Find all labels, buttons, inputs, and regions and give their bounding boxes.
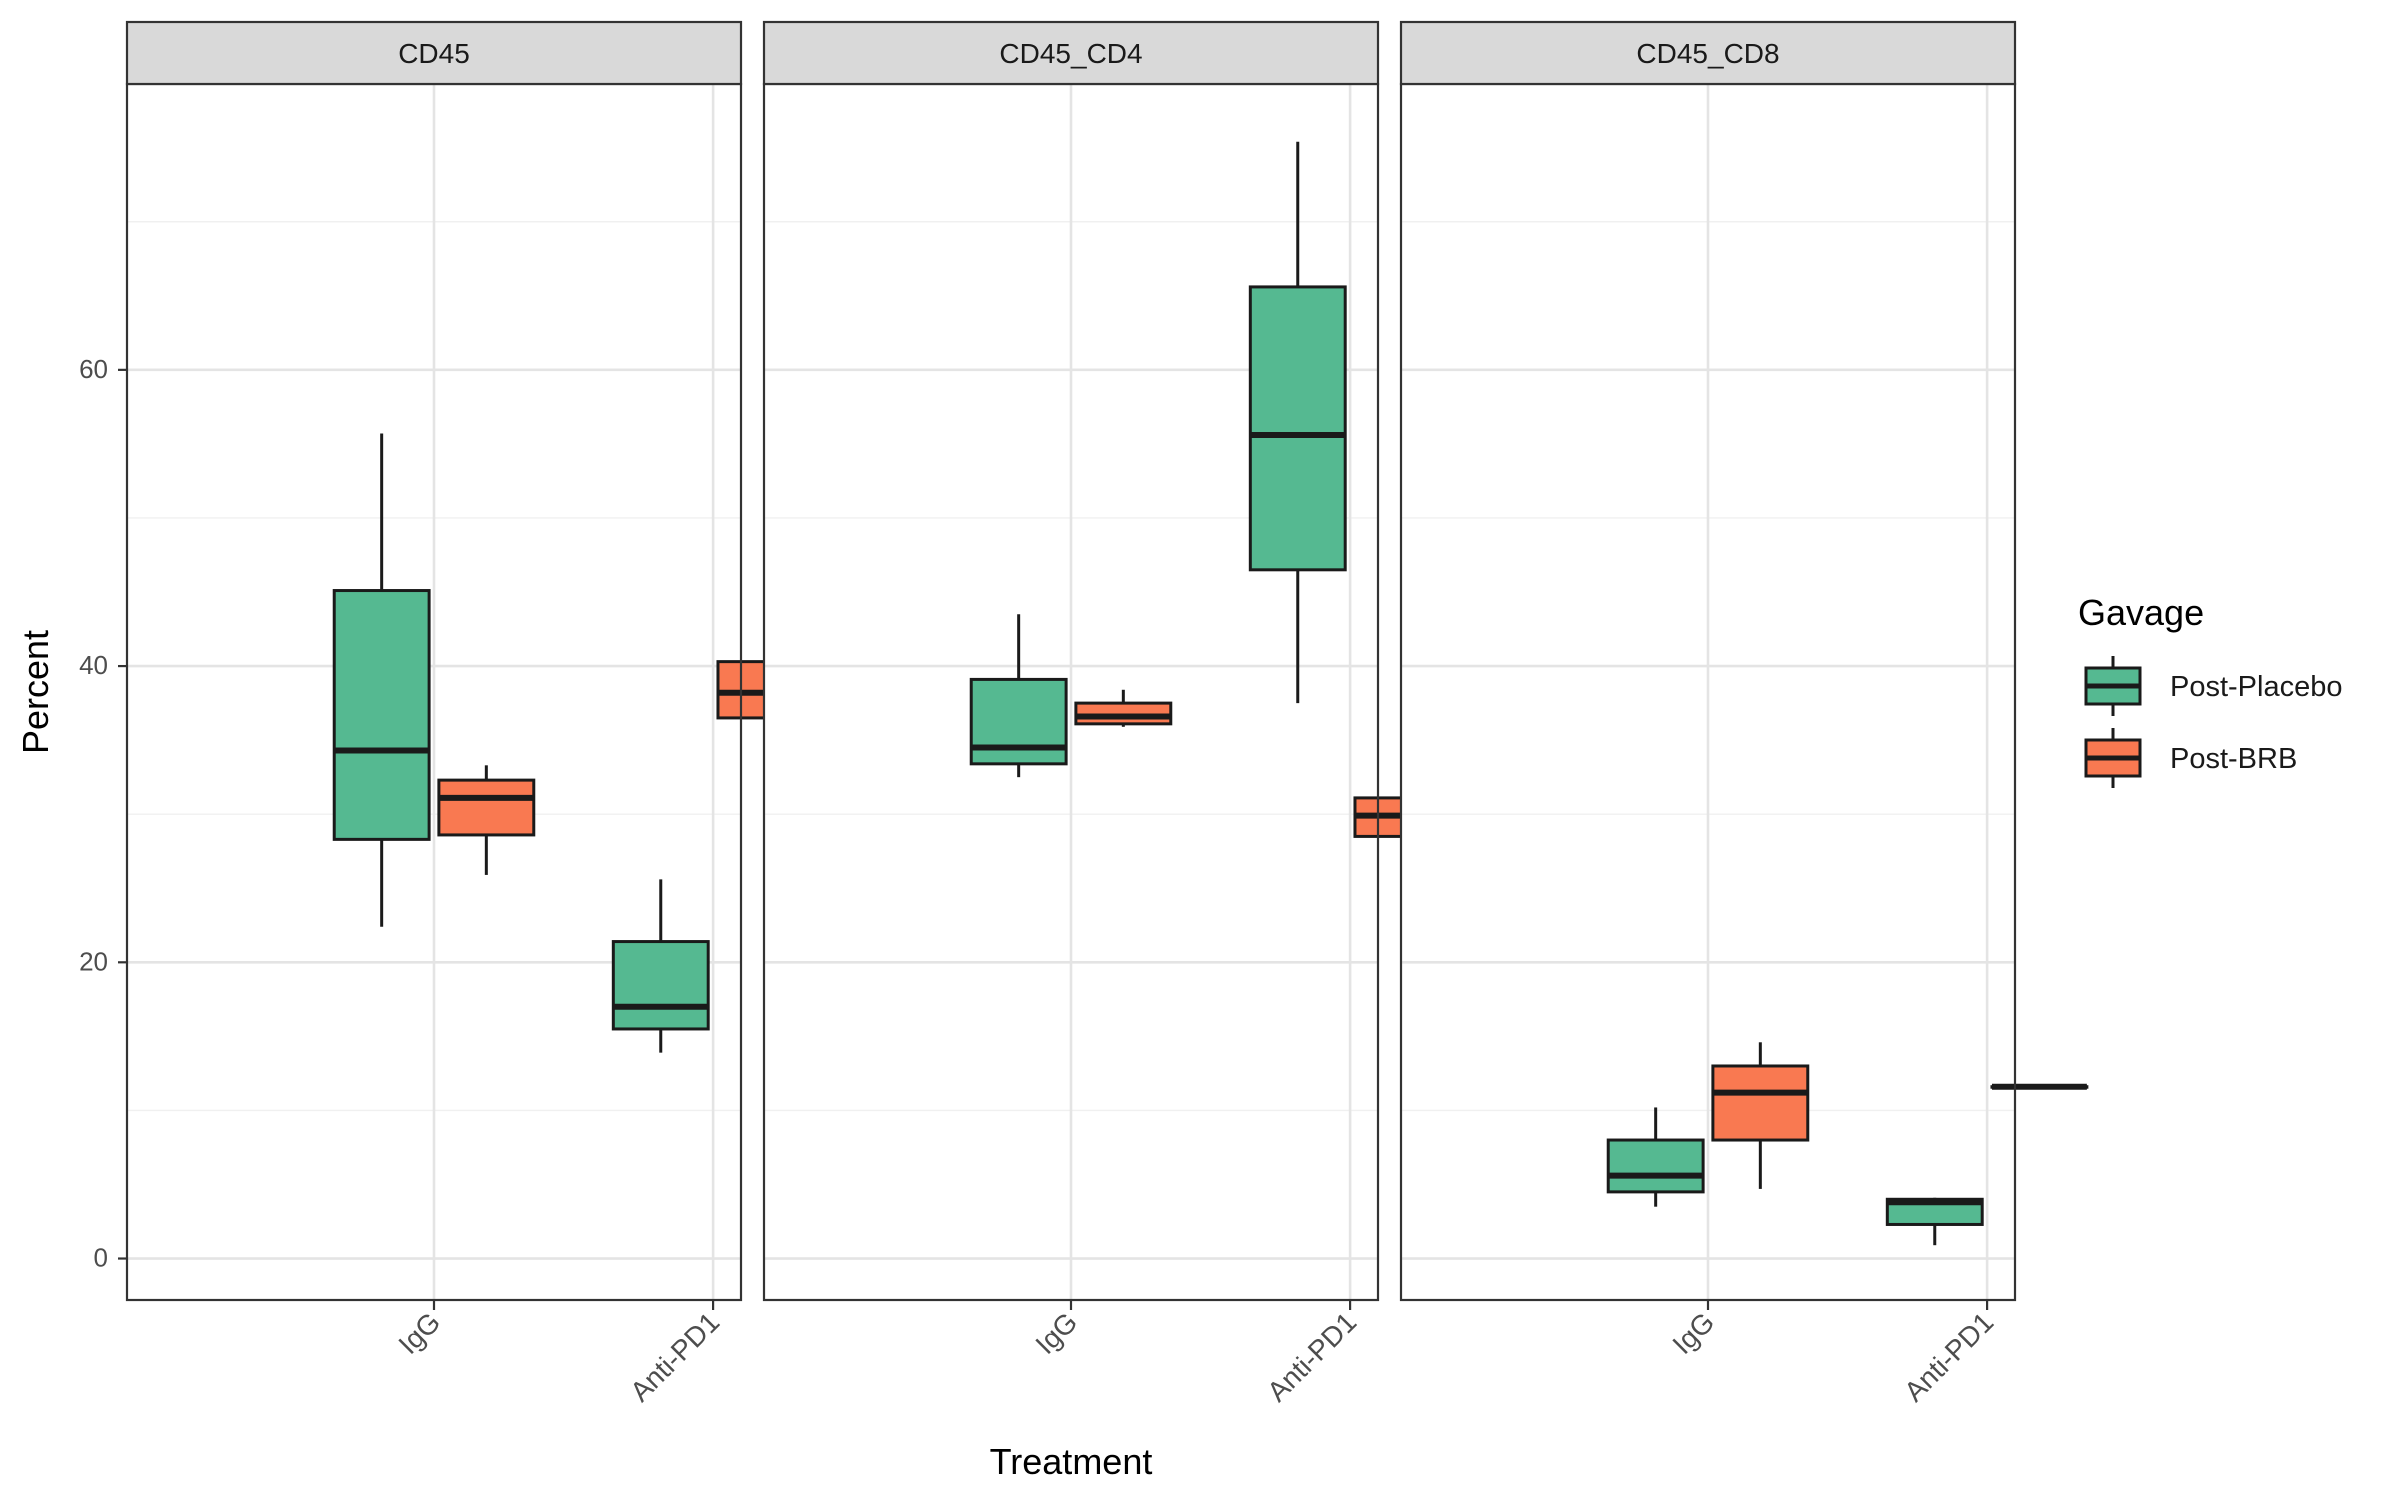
facet-panel-cd45-cd4: CD45_CD4 IgG Anti-PD1 bbox=[762, 20, 1452, 1407]
box-post-placebo-anti-pd1 bbox=[611, 879, 710, 1053]
legend: Gavage Post-Placebo Post-BRB bbox=[2078, 592, 2343, 788]
box-body bbox=[332, 589, 431, 841]
x-tick-label: IgG bbox=[392, 1306, 446, 1360]
x-tick-label: Anti-PD1 bbox=[1261, 1306, 1362, 1407]
facet-strip-label: CD45_CD8 bbox=[1636, 38, 1779, 69]
box-post-brb-anti-pd1 bbox=[1990, 1083, 2089, 1090]
box-post-placebo-igg bbox=[1606, 1107, 1705, 1207]
facet-strip-label: CD45 bbox=[398, 38, 470, 69]
box-post-placebo-anti-pd1 bbox=[1248, 141, 1347, 704]
box-post-brb-igg bbox=[1711, 1042, 1810, 1189]
facet-strip bbox=[1399, 20, 2017, 86]
facet-strip bbox=[762, 20, 1380, 86]
legend-label: Post-Placebo bbox=[2170, 671, 2343, 703]
facet-strip bbox=[125, 20, 743, 86]
box-body bbox=[1711, 1064, 1810, 1142]
box-post-placebo-igg bbox=[332, 433, 431, 927]
x-tick-label: Anti-PD1 bbox=[624, 1306, 725, 1407]
box-body bbox=[611, 940, 710, 1031]
box-body bbox=[1248, 285, 1347, 572]
box-body bbox=[969, 677, 1068, 766]
legend-label: Post-BRB bbox=[2170, 743, 2297, 775]
box-post-brb-igg bbox=[1074, 689, 1173, 727]
box-body bbox=[437, 778, 536, 837]
y-axis-title: Percent bbox=[15, 630, 56, 754]
legend-title: Gavage bbox=[2078, 592, 2204, 633]
box-post-placebo-igg bbox=[969, 614, 1068, 778]
y-tick-label: 40 bbox=[79, 650, 108, 680]
y-tick-label: 60 bbox=[79, 354, 108, 384]
y-tick-label: 20 bbox=[79, 946, 108, 976]
box-body bbox=[1606, 1138, 1705, 1194]
legend-entry-post-brb: Post-BRB bbox=[2084, 728, 2297, 788]
y-tick-label: 0 bbox=[94, 1243, 108, 1273]
x-tick-label: Anti-PD1 bbox=[1898, 1306, 1999, 1407]
facet-panel-cd45: CD45 IgG Anti-PD1 bbox=[125, 20, 815, 1407]
facet-panel-cd45-cd8: CD45_CD8 IgG Anti-PD1 bbox=[1399, 20, 2089, 1407]
box-post-placebo-anti-pd1 bbox=[1885, 1197, 1984, 1246]
box-post-brb-igg bbox=[437, 765, 536, 875]
x-tick-label: IgG bbox=[1666, 1306, 1720, 1360]
x-tick-label: IgG bbox=[1029, 1306, 1083, 1360]
x-axis-title: Treatment bbox=[990, 1441, 1153, 1482]
facet-strip-label: CD45_CD4 bbox=[999, 38, 1142, 69]
legend-entry-post-placebo: Post-Placebo bbox=[2084, 656, 2343, 716]
